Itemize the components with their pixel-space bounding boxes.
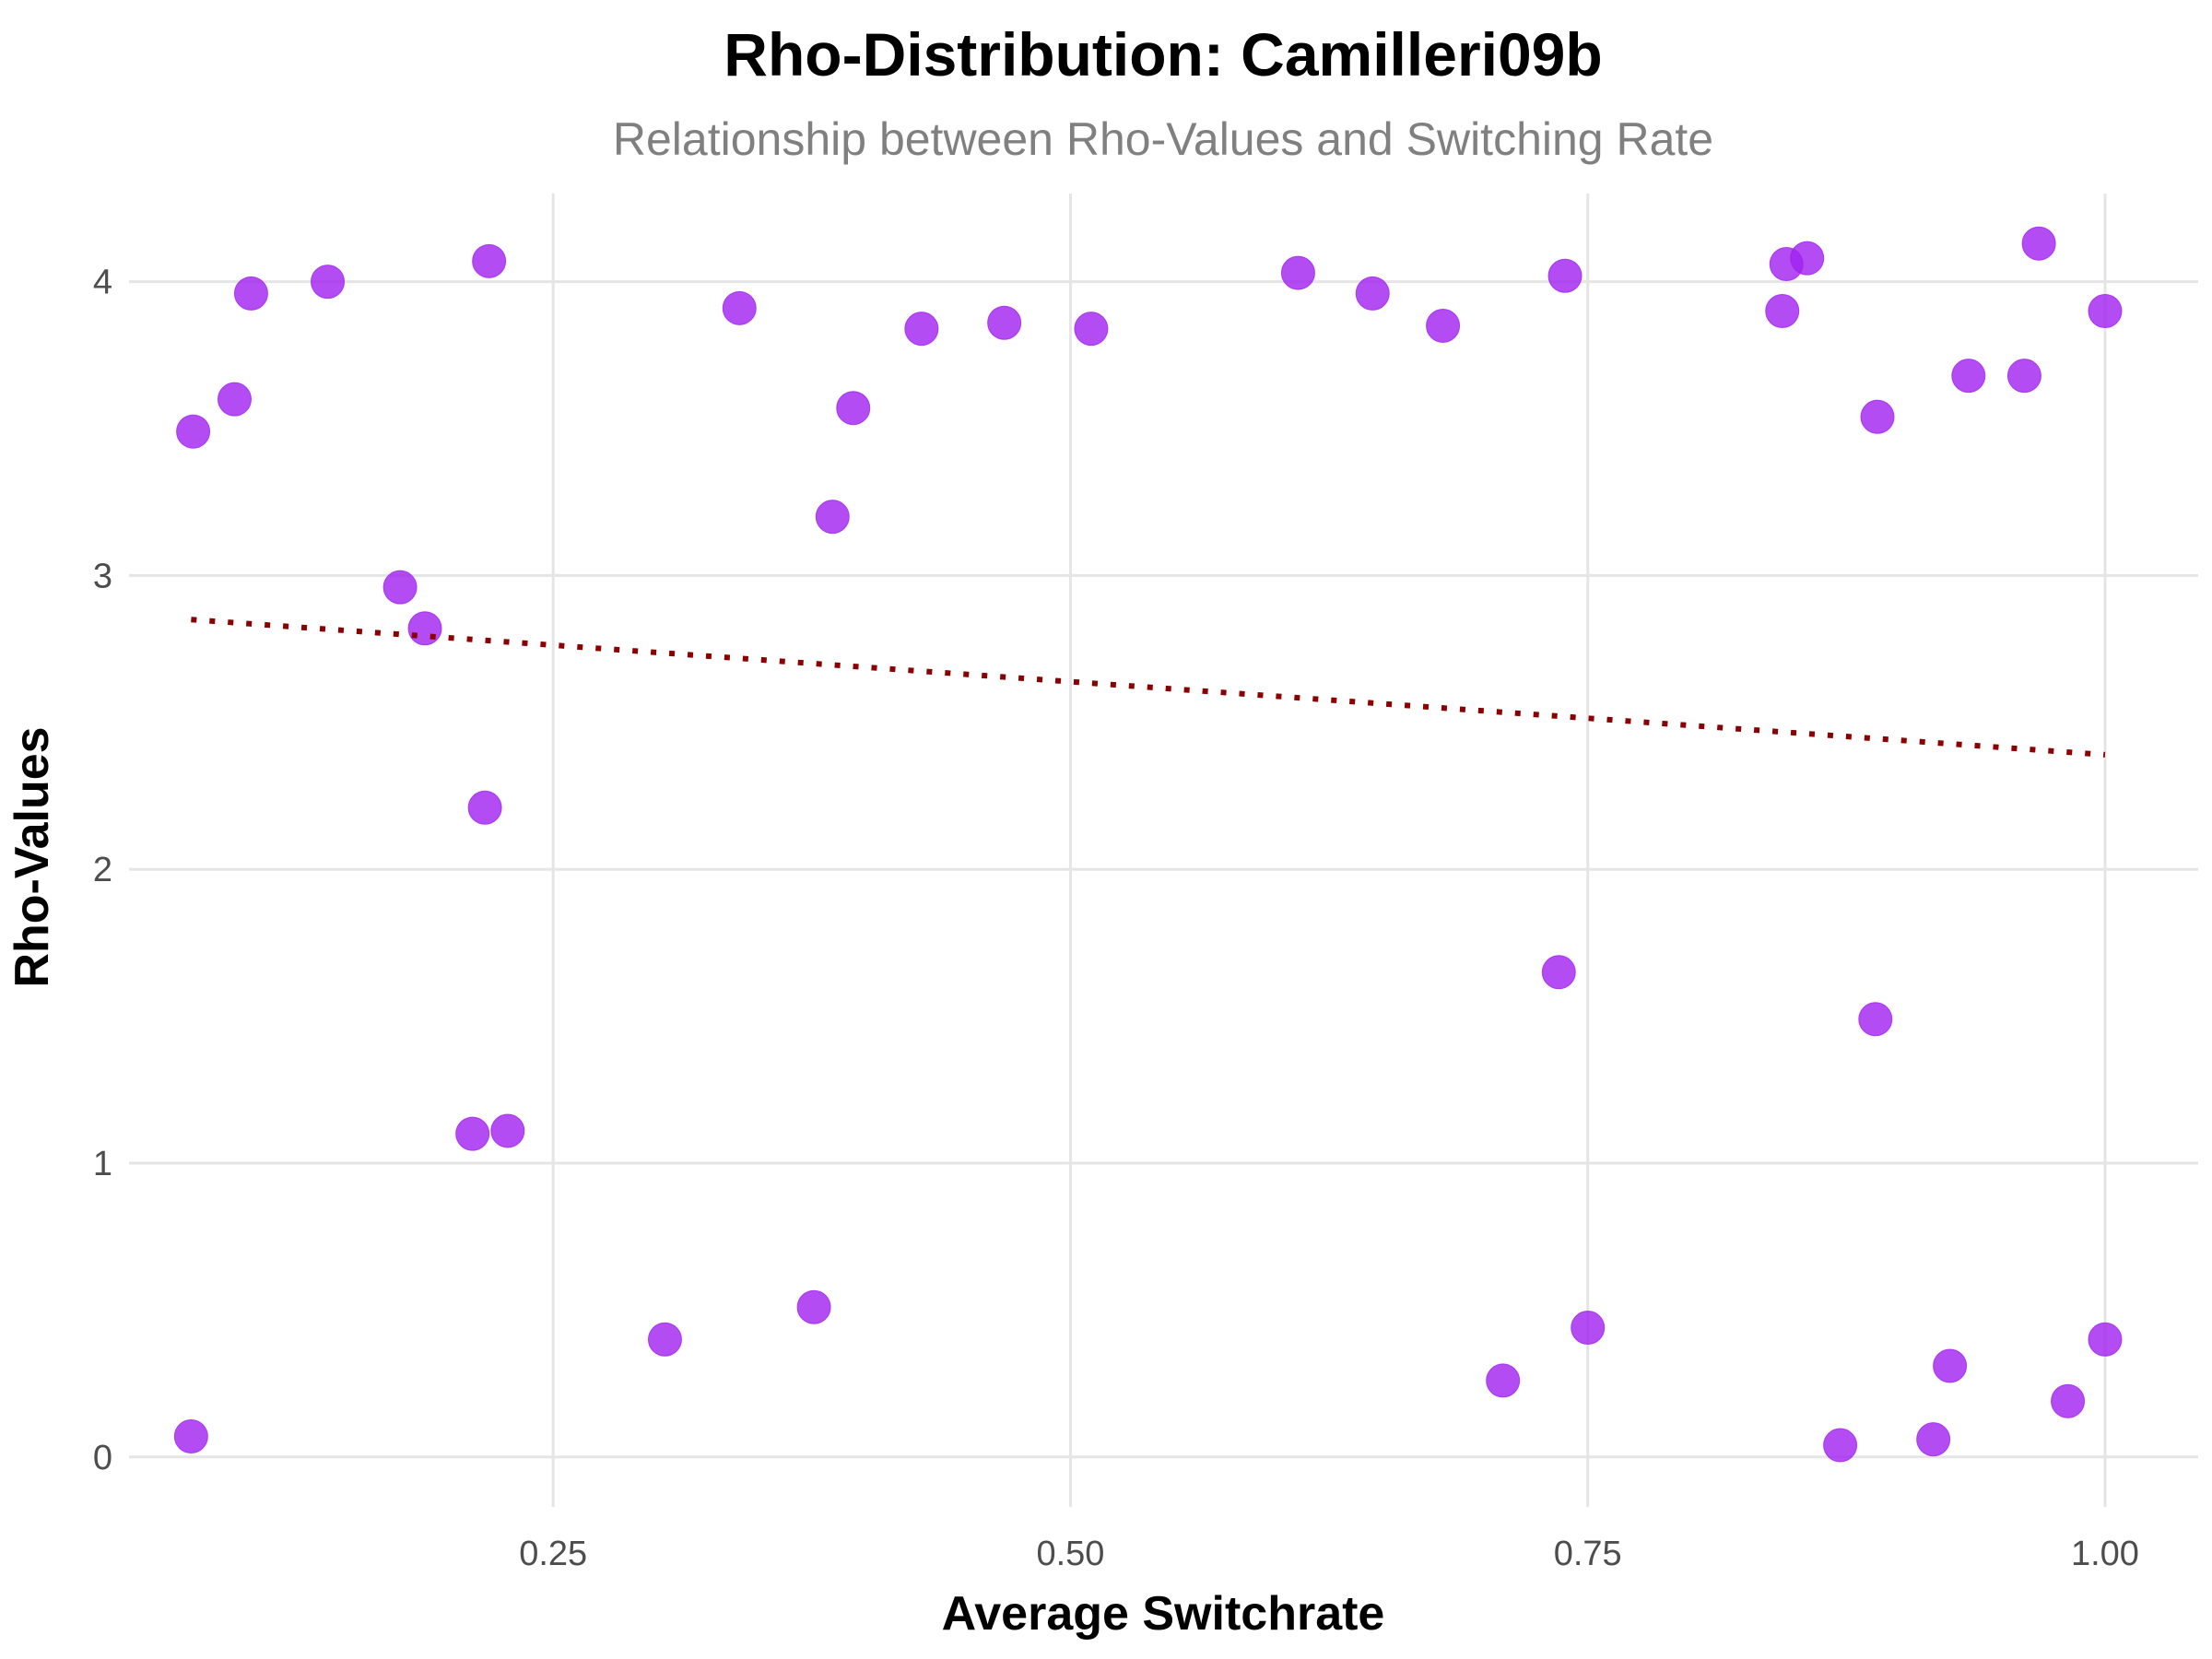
data-point	[987, 305, 1022, 340]
y-tick-label: 2	[93, 851, 112, 889]
chart-subtitle: Relationship between Rho-Values and Swit…	[613, 113, 1713, 165]
y-axis-title: Rho-Values	[6, 726, 59, 987]
y-tick-label: 0	[93, 1439, 112, 1477]
data-point	[2006, 359, 2041, 394]
y-axis-ticks: 0 1 2 3 4	[93, 264, 112, 1477]
data-point	[472, 243, 507, 278]
data-point	[1951, 359, 1986, 394]
data-point	[2051, 1383, 2086, 1418]
x-tick-label: 0.75	[1554, 1535, 1622, 1573]
y-tick-label: 1	[93, 1145, 112, 1183]
data-point	[1916, 1422, 1951, 1457]
data-point	[1074, 312, 1109, 347]
data-point	[1355, 276, 1390, 311]
data-point	[1823, 1428, 1858, 1463]
data-point	[311, 265, 346, 300]
data-point	[1486, 1363, 1521, 1398]
y-tick-label: 3	[93, 557, 112, 595]
data-point	[1571, 1311, 1606, 1346]
data-point	[2088, 1322, 2123, 1357]
data-point	[1547, 258, 1583, 293]
data-point	[2021, 226, 2056, 261]
chart-title: Rho-Distribution: Camilleri09b	[724, 20, 1602, 88]
data-point	[1765, 294, 1800, 329]
data-point	[1541, 955, 1576, 990]
data-point	[647, 1322, 682, 1357]
data-point	[382, 570, 418, 605]
data-point	[1280, 255, 1315, 290]
y-tick-label: 4	[93, 264, 112, 302]
data-point	[2088, 294, 2123, 329]
grid-lines	[129, 194, 2198, 1507]
data-point	[836, 391, 871, 426]
trend-line	[191, 617, 2106, 758]
data-point	[1860, 399, 1895, 434]
data-point	[1933, 1348, 1968, 1383]
data-points	[173, 226, 2123, 1463]
data-point	[1858, 1002, 1893, 1037]
data-point	[796, 1289, 831, 1324]
x-axis-title: Average Switchrate	[942, 1587, 1385, 1641]
data-point	[455, 1116, 490, 1151]
data-point	[467, 790, 502, 825]
data-point	[490, 1113, 525, 1148]
data-point	[1426, 308, 1461, 343]
data-point	[217, 382, 252, 417]
data-point	[904, 312, 939, 347]
x-tick-label: 1.00	[2071, 1535, 2139, 1573]
x-tick-label: 0.50	[1036, 1535, 1104, 1573]
data-point	[722, 290, 757, 325]
data-point	[233, 276, 268, 311]
data-point	[815, 500, 850, 535]
x-tick-label: 0.25	[519, 1535, 587, 1573]
data-point	[173, 1418, 208, 1453]
data-point	[1790, 241, 1825, 276]
data-point	[407, 611, 442, 646]
trend-line-group	[191, 617, 2106, 758]
data-point	[176, 414, 211, 449]
x-axis-ticks: 0.25 0.50 0.75 1.00	[519, 1535, 2139, 1573]
